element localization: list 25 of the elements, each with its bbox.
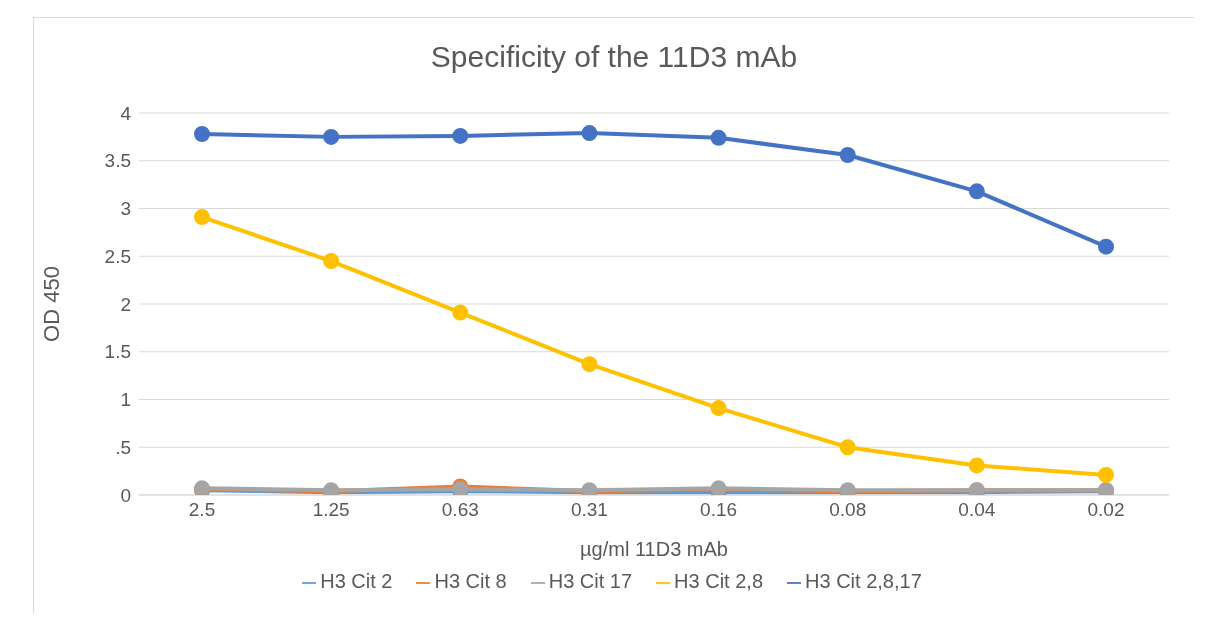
y-tick-label: 3.5: [104, 150, 131, 172]
legend-label: H3 Cit 2,8,17: [805, 570, 922, 592]
y-tick-label: 1: [120, 389, 131, 411]
x-tick-label: 0.02: [1087, 499, 1125, 521]
x-tick-label: 0.63: [441, 499, 479, 521]
legend-label: H3 Cit 8: [434, 570, 507, 592]
y-tick-label: .5: [115, 436, 131, 458]
x-tick-label: 1.25: [312, 499, 350, 521]
legend-label: H3 Cit 2: [320, 570, 393, 592]
y-tick-label: 4: [120, 102, 132, 124]
y-axis-title: OD 450: [38, 266, 64, 342]
x-tick-label: 2.5: [188, 499, 216, 521]
x-tick-label: 0.04: [958, 499, 996, 521]
x-tick-label: 0.08: [829, 499, 867, 521]
chart-title: Specificity of the 11D3 mAb: [429, 40, 799, 74]
y-tick-label: 2.5: [104, 245, 131, 267]
x-axis-title: µg/ml 11D3 mAb: [580, 538, 728, 560]
y-tick-label: 0: [120, 484, 131, 506]
y-tick-label: 2: [120, 293, 131, 315]
x-tick-label: 0.31: [570, 499, 608, 521]
y-tick-label: 1.5: [104, 341, 131, 363]
y-tick-label: 3: [120, 198, 131, 220]
legend-label: H3 Cit 2,8: [674, 570, 764, 592]
legend-label: H3 Cit 17: [548, 570, 633, 592]
x-tick-label: 0.16: [700, 499, 738, 521]
